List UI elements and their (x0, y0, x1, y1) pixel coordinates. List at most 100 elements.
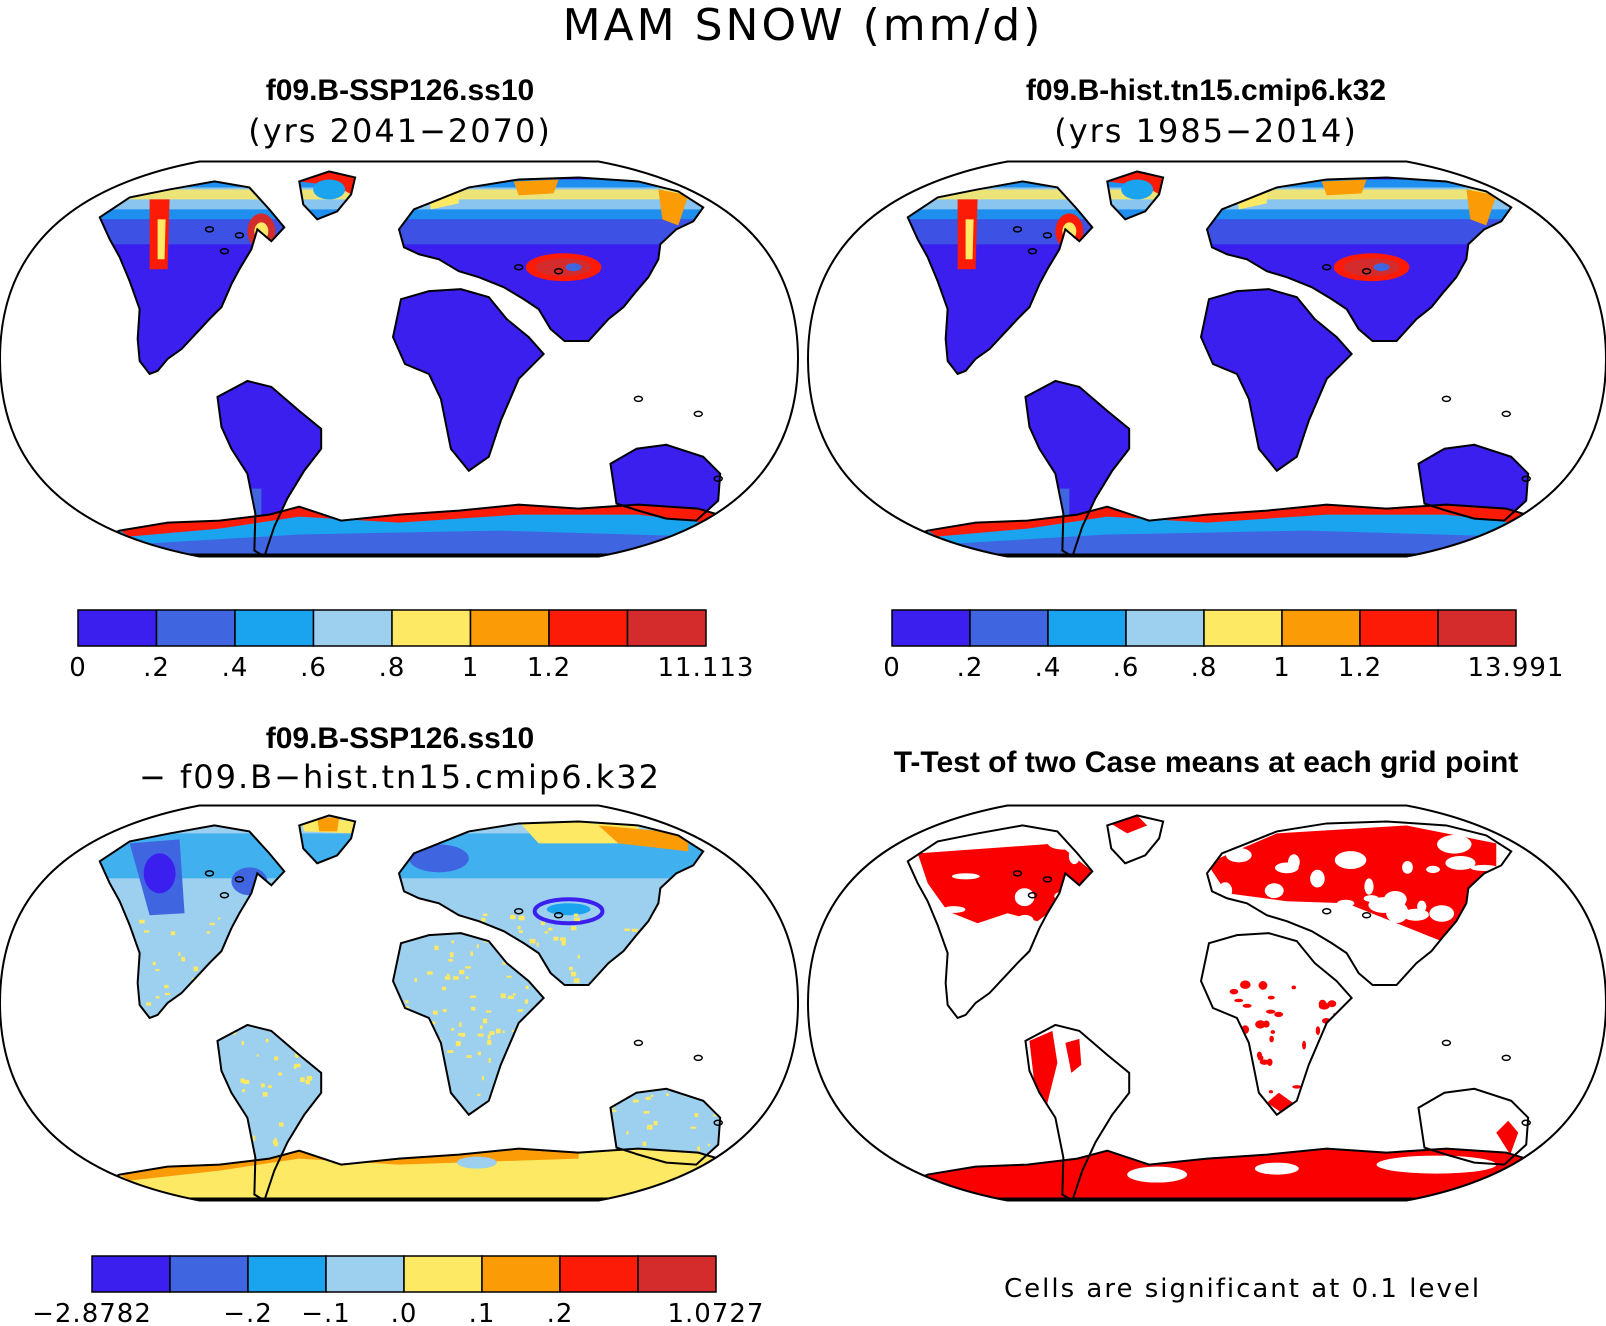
colorbar-tick-label: .4 (1035, 653, 1062, 683)
coast-eurasia (1205, 820, 1513, 987)
coast-africa (1199, 932, 1354, 1117)
panel-title-ssp: f09.B-SSP126.ss10 (265, 74, 535, 107)
colorbar-tick-label: 1 (1273, 653, 1291, 683)
colorbar-swatch (891, 609, 971, 647)
land-australia (1418, 1088, 1529, 1165)
colorbar-tick-label: .6 (1113, 653, 1140, 683)
figure-title: MAM SNOW (mm/d) (562, 0, 1044, 51)
colorbar-tick-label: .6 (300, 653, 327, 683)
colorbar-swatch (234, 609, 315, 647)
land-africa (393, 289, 544, 471)
colorbar-swatch (559, 1255, 639, 1293)
panel-title-diff: f09.B-SSP126.ss10 (265, 722, 535, 755)
globe-border (807, 804, 1606, 1202)
colorbar-hist: 0 .2 .4 .6 .8 1 1.2 13.991 (883, 609, 1565, 683)
coast-australia (1417, 1087, 1530, 1166)
coast-southAmerica (1024, 379, 1131, 557)
coast-southAmerica (216, 1023, 323, 1201)
coast-southAmerica (1024, 1023, 1131, 1201)
land-africa (393, 933, 544, 1115)
colorbar-diff: −2.8782 −.2 −.1 .0 .1 .2 1.0727 (32, 1255, 765, 1326)
colorbar-swatch (1203, 609, 1283, 647)
globe-border (807, 160, 1606, 558)
colorbar-swatch (247, 1255, 327, 1293)
coast-australia (609, 443, 722, 522)
colorbar-tick-label: .2 (143, 653, 170, 683)
coast-africa (1199, 288, 1354, 473)
coast-northAmerica (906, 824, 1094, 1020)
panel-subtitle-diff: − f09.B−hist.tn15.cmip6.k32 (139, 758, 661, 796)
colorbar-tick-label: .0 (391, 1299, 418, 1326)
colorbar-swatch (1125, 609, 1205, 647)
map-hist (807, 160, 1606, 558)
panel-subtitle-ssp: (yrs 2041−2070) (248, 112, 552, 150)
colorbar-swatch (403, 1255, 483, 1293)
colorbar-swatch (155, 609, 236, 647)
colorbar-tick-label: 1 (462, 653, 480, 683)
colorbar-swatch (77, 609, 158, 647)
colorbar-swatch (391, 609, 472, 647)
land-australia (610, 444, 721, 521)
coast-australia (609, 1087, 722, 1166)
coast-greenland (1106, 814, 1165, 865)
globe-border (0, 804, 799, 1202)
colorbar-tick-label: .2 (547, 1299, 574, 1326)
colorbar-tick-label: .8 (1191, 653, 1218, 683)
land-australia (610, 1088, 721, 1165)
colorbar-tick-label: −.2 (223, 1299, 273, 1326)
colorbar-tick-label: 1.0727 (668, 1299, 765, 1326)
land-africa (1201, 933, 1352, 1115)
coast-southAmerica (216, 379, 323, 557)
colorbar-swatch (469, 609, 550, 647)
coast-eurasia (397, 820, 705, 987)
colorbar-swatch (1437, 609, 1517, 647)
panel-title-hist: f09.B-hist.tn15.cmip6.k32 (1025, 74, 1387, 107)
coast-africa (391, 288, 546, 473)
coast-greenland (298, 170, 357, 221)
colorbar-swatch (1047, 609, 1127, 647)
colorbar-swatch (325, 1255, 405, 1293)
colorbar-tick-label: −2.8782 (32, 1299, 152, 1326)
colorbar-swatch (481, 1255, 561, 1293)
colorbar-tick-label: −.1 (301, 1299, 351, 1326)
coast-greenland (298, 814, 357, 865)
colorbar-swatch (969, 609, 1049, 647)
land-southAmerica (217, 380, 322, 557)
colorbar-tick-label: .4 (222, 653, 249, 683)
colorbar-tick-label: .8 (379, 653, 406, 683)
panel-subtitle-hist: (yrs 1985−2014) (1054, 112, 1358, 150)
coast-northAmerica (906, 180, 1094, 376)
land-southAmerica (1025, 380, 1130, 557)
coast-africa (391, 932, 546, 1117)
land-africa (1201, 289, 1352, 471)
colorbar-swatch (548, 609, 629, 647)
coast-northAmerica (98, 180, 286, 376)
colorbar-ssp: 0 .2 .4 .6 .8 1 1.2 11.113 (69, 609, 755, 683)
coast-australia (1417, 443, 1530, 522)
colorbar-swatch (626, 609, 707, 647)
colorbar-swatch (1359, 609, 1439, 647)
globe-border (0, 160, 799, 558)
colorbar-tick-label: 0 (69, 653, 87, 683)
coast-northAmerica (98, 824, 286, 1020)
significance-note: Cells are significant at 0.1 level (1004, 1274, 1482, 1304)
land-australia (1418, 444, 1529, 521)
colorbar-tick-label: .1 (469, 1299, 496, 1326)
map-ttest (807, 804, 1606, 1202)
map-ssp (0, 160, 799, 558)
colorbar-swatch (169, 1255, 249, 1293)
colorbar-tick-label: 13.991 (1468, 653, 1565, 683)
colorbar-swatch (637, 1255, 717, 1293)
coast-greenland (1106, 170, 1165, 221)
colorbar-tick-label: 1.2 (1338, 653, 1382, 683)
colorbar-tick-label: .2 (957, 653, 984, 683)
colorbar-tick-label: 1.2 (527, 653, 571, 683)
coast-eurasia (397, 176, 705, 343)
colorbar-swatch (91, 1255, 171, 1293)
panel-title-ttest: T-Test of two Case means at each grid po… (893, 746, 1519, 779)
colorbar-tick-label: 0 (883, 653, 901, 683)
colorbar-swatch (1281, 609, 1361, 647)
map-diff (0, 804, 799, 1202)
coast-eurasia (1205, 176, 1513, 343)
colorbar-tick-label: 11.113 (658, 653, 755, 683)
